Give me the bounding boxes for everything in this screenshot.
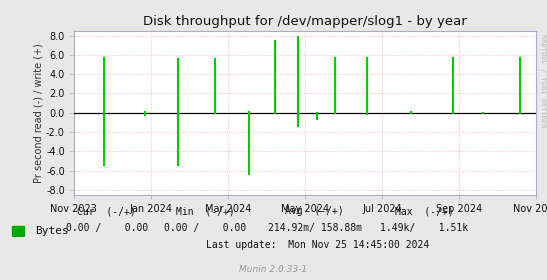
Text: Bytes: Bytes xyxy=(36,226,69,236)
Bar xyxy=(11,226,24,236)
Text: Last update:  Mon Nov 25 14:45:00 2024: Last update: Mon Nov 25 14:45:00 2024 xyxy=(206,240,429,250)
Text: 0.00 /    0.00: 0.00 / 0.00 xyxy=(164,223,246,233)
Text: 1.49k/    1.51k: 1.49k/ 1.51k xyxy=(380,223,468,233)
Text: 0.00 /    0.00: 0.00 / 0.00 xyxy=(66,223,148,233)
Text: Munin 2.0.33-1: Munin 2.0.33-1 xyxy=(240,265,307,274)
Y-axis label: Pr second read (-) / write (+): Pr second read (-) / write (+) xyxy=(33,43,43,183)
Text: Max  (-/+): Max (-/+) xyxy=(394,206,453,216)
Text: Min  (-/+): Min (-/+) xyxy=(176,206,235,216)
Text: Cur  (-/+): Cur (-/+) xyxy=(77,206,136,216)
Text: RRDTOOL / TOBI OETIKER: RRDTOOL / TOBI OETIKER xyxy=(540,34,546,127)
Text: 214.92m/ 158.88m: 214.92m/ 158.88m xyxy=(267,223,362,233)
Text: Avg  (-/+): Avg (-/+) xyxy=(285,206,344,216)
Title: Disk throughput for /dev/mapper/slog1 - by year: Disk throughput for /dev/mapper/slog1 - … xyxy=(143,15,467,28)
